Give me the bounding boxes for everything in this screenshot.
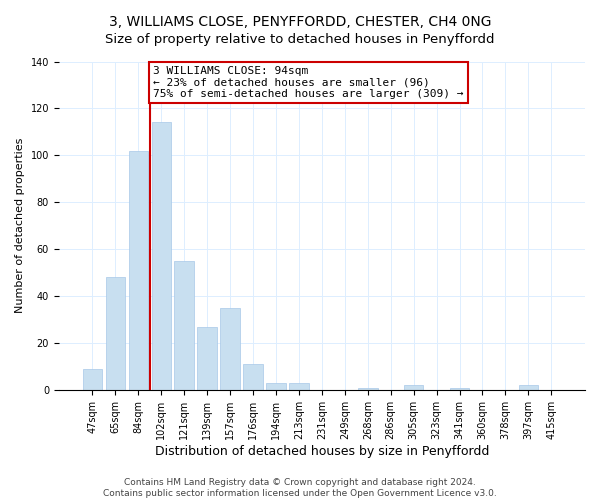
Bar	[404, 385, 424, 390]
Bar	[152, 122, 171, 390]
Bar	[83, 368, 102, 390]
Bar	[244, 364, 263, 390]
Bar	[106, 278, 125, 390]
Text: 3 WILLIAMS CLOSE: 94sqm
← 23% of detached houses are smaller (96)
75% of semi-de: 3 WILLIAMS CLOSE: 94sqm ← 23% of detache…	[153, 66, 464, 100]
Bar	[450, 388, 469, 390]
Bar	[518, 385, 538, 390]
Bar	[266, 383, 286, 390]
Text: Size of property relative to detached houses in Penyffordd: Size of property relative to detached ho…	[105, 32, 495, 46]
Bar	[220, 308, 240, 390]
Bar	[358, 388, 377, 390]
Bar	[175, 261, 194, 390]
Text: Contains HM Land Registry data © Crown copyright and database right 2024.
Contai: Contains HM Land Registry data © Crown c…	[103, 478, 497, 498]
X-axis label: Distribution of detached houses by size in Penyffordd: Distribution of detached houses by size …	[155, 444, 489, 458]
Bar	[289, 383, 308, 390]
Bar	[197, 326, 217, 390]
Text: 3, WILLIAMS CLOSE, PENYFFORDD, CHESTER, CH4 0NG: 3, WILLIAMS CLOSE, PENYFFORDD, CHESTER, …	[109, 15, 491, 29]
Bar	[128, 150, 148, 390]
Y-axis label: Number of detached properties: Number of detached properties	[15, 138, 25, 314]
